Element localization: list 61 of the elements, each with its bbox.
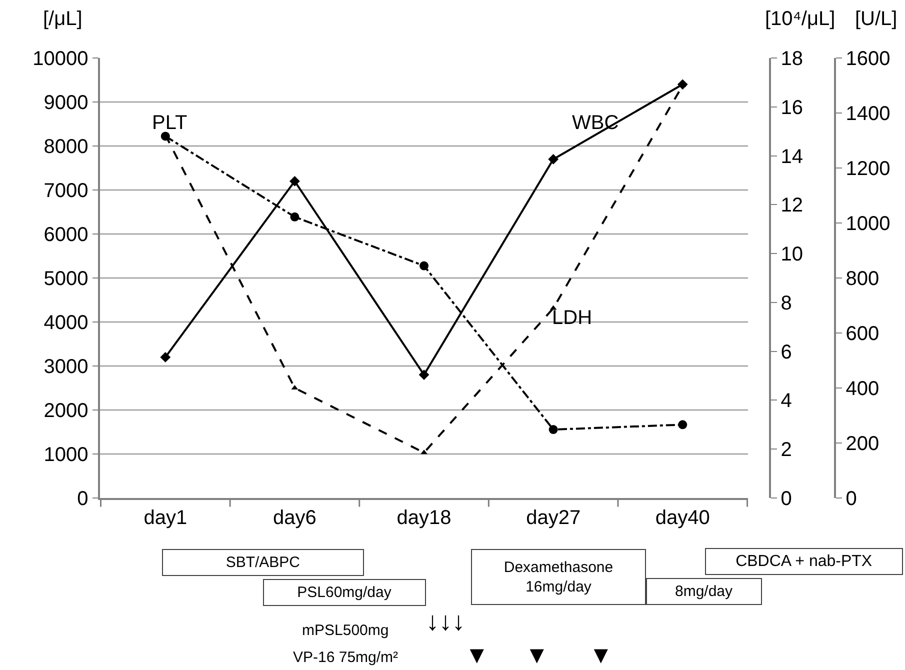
text: ▼ [589,642,613,669]
text: ↓↓↓ [426,606,465,636]
y2-tick-label: 18 [780,48,803,70]
y2-tick-label: 2 [780,439,792,462]
y-tick-label: 0 [77,488,88,510]
series-label: PLT [152,112,188,134]
point [160,352,171,362]
point [678,420,688,430]
x-tick-label: day40 [655,506,710,529]
text: ▼ [525,642,549,669]
y3-tick-label: 1000 [846,213,890,235]
y3-tick-label: 800 [846,268,880,290]
point [418,370,430,380]
point [290,212,300,222]
y3-tick-label: 0 [846,488,857,510]
y3-tick-label: 400 [846,378,880,400]
series-label: WBC [572,112,619,134]
text: VP-16 75mg/m² [293,649,398,666]
x-tick-label: day18 [396,506,452,529]
series-label: LDH [552,307,592,329]
y2-tick-label: 16 [780,96,803,119]
x-tick-label: day6 [273,506,316,529]
y2-tick-label: 12 [780,194,803,217]
y-axis-title: [/μL] [43,8,82,30]
y3-axis-title: [U/L] [855,8,898,30]
point [290,176,300,186]
y-tick-label: 1000 [44,444,88,466]
x-tick-label: day27 [526,506,581,529]
y3-tick-label: 1400 [846,103,890,125]
y-tick-label: 3000 [44,356,88,378]
text: ▼ [465,642,489,669]
point [420,261,429,270]
point [548,425,558,434]
y3-tick-label: 1200 [846,158,890,180]
text: PSL60mg/day [297,584,392,601]
y-tick-label: 2000 [44,400,88,422]
x-tick-label: day1 [144,506,188,529]
text: CBDCA + nab-PTX [736,553,872,570]
y-tick-label: 8000 [44,136,88,158]
y-tick-label: 9000 [44,92,88,114]
y2-tick-label: 4 [780,390,792,412]
y-tick-label: 6000 [44,224,88,246]
point [548,154,559,164]
y2-tick-label: 8 [780,292,792,314]
y2-tick-label: 10 [780,244,803,266]
point [420,450,428,454]
y-tick-label: 10000 [32,48,88,70]
text: SBT/ABPC [226,554,300,571]
y-tick-label: 4000 [44,312,88,334]
text: 8mg/day [674,583,734,600]
y3-tick-label: 200 [846,433,880,455]
text: mPSL500mg [302,622,389,639]
y2-tick-label: 14 [780,146,803,168]
y3-tick-label: 1600 [846,48,890,70]
y2-tick-label: 6 [780,341,792,364]
y-tick-label: 5000 [44,268,88,290]
y3-tick-label: 600 [846,323,880,345]
y2-tick-label: 0 [780,488,792,510]
text: Dexamethasone 16mg/day [504,558,614,596]
y-tick-label: 7000 [44,180,88,202]
y2-axis-title: [10⁴/μL] [765,8,836,30]
